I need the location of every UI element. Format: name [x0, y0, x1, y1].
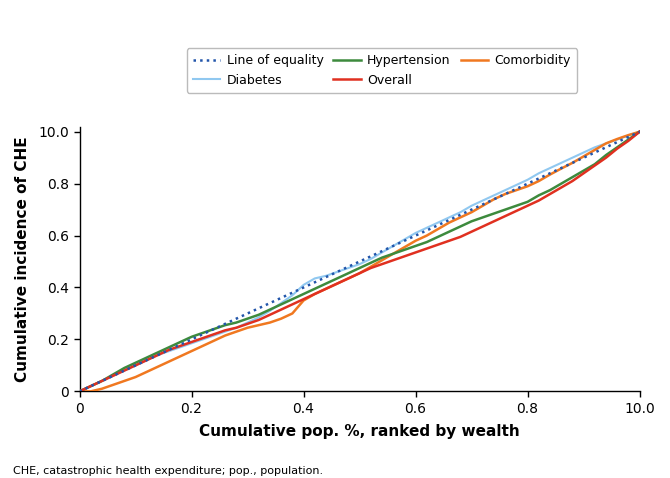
Text: CHE, catastrophic health expenditure; pop., population.: CHE, catastrophic health expenditure; po…: [13, 466, 324, 476]
X-axis label: Cumulative pop. %, ranked by wealth: Cumulative pop. %, ranked by wealth: [199, 424, 520, 439]
Legend: Line of equality, Diabetes, Hypertension, Overall, Comorbidity: Line of equality, Diabetes, Hypertension…: [186, 48, 577, 93]
Y-axis label: Cumulative incidence of CHE: Cumulative incidence of CHE: [15, 136, 30, 382]
